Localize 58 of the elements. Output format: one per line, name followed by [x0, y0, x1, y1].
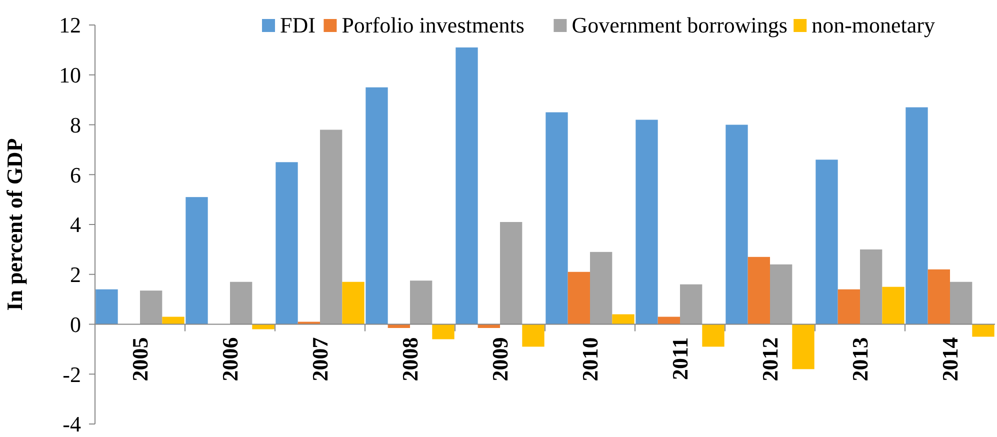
bar — [546, 112, 568, 324]
bar — [162, 316, 184, 324]
bar — [590, 252, 612, 324]
bar — [342, 282, 364, 324]
bar — [320, 130, 342, 324]
y-tick-label: 12 — [59, 12, 81, 38]
y-axis-title: In percent of GDP — [2, 138, 27, 311]
bar — [432, 324, 454, 340]
y-tick-label: -4 — [62, 412, 81, 437]
bar — [96, 289, 118, 324]
bar — [680, 284, 702, 324]
bar — [456, 47, 478, 324]
bar — [770, 264, 792, 324]
bar — [906, 107, 928, 324]
x-tick-label: 2011 — [668, 337, 693, 380]
bar — [816, 160, 838, 324]
y-tick-label: 8 — [70, 112, 81, 138]
bar — [230, 282, 252, 324]
bar — [658, 316, 680, 324]
y-tick-label: 6 — [70, 162, 81, 188]
legend-label: Porfolio investments — [342, 12, 524, 38]
bar — [882, 286, 904, 324]
bar — [186, 197, 208, 324]
y-tick-label: 4 — [70, 212, 81, 238]
bar — [860, 249, 882, 324]
y-tick-label: 10 — [59, 62, 81, 88]
bar — [500, 222, 522, 324]
bar — [568, 272, 590, 324]
x-tick-label: 2014 — [938, 337, 963, 382]
legend-label: non-monetary — [812, 12, 936, 38]
bar — [748, 256, 770, 324]
bar — [972, 324, 994, 337]
bar — [522, 324, 544, 347]
x-tick-label: 2005 — [128, 337, 153, 382]
bar — [950, 282, 972, 324]
bar — [612, 314, 634, 324]
x-tick-label: 2012 — [758, 337, 783, 382]
y-tick-label: -2 — [62, 362, 81, 387]
bar — [276, 162, 298, 324]
bar — [838, 289, 860, 324]
bar — [410, 280, 432, 324]
bar — [366, 87, 388, 324]
bar — [636, 120, 658, 324]
x-tick-label: 2006 — [218, 337, 243, 382]
bar — [726, 124, 748, 324]
x-tick-label: 2013 — [848, 337, 873, 382]
bar — [928, 269, 950, 324]
x-tick-label: 2009 — [488, 337, 513, 382]
y-tick-label: 2 — [70, 262, 81, 288]
y-tick-label: 0 — [70, 312, 81, 337]
legend-label: Government borrowings — [572, 12, 788, 38]
x-tick-label: 2008 — [398, 337, 423, 382]
bar — [792, 324, 814, 370]
legend-label: FDI — [280, 12, 316, 38]
bar — [702, 324, 724, 347]
bar — [140, 290, 162, 324]
x-tick-label: 2010 — [578, 337, 603, 382]
x-tick-label: 2007 — [308, 337, 333, 382]
